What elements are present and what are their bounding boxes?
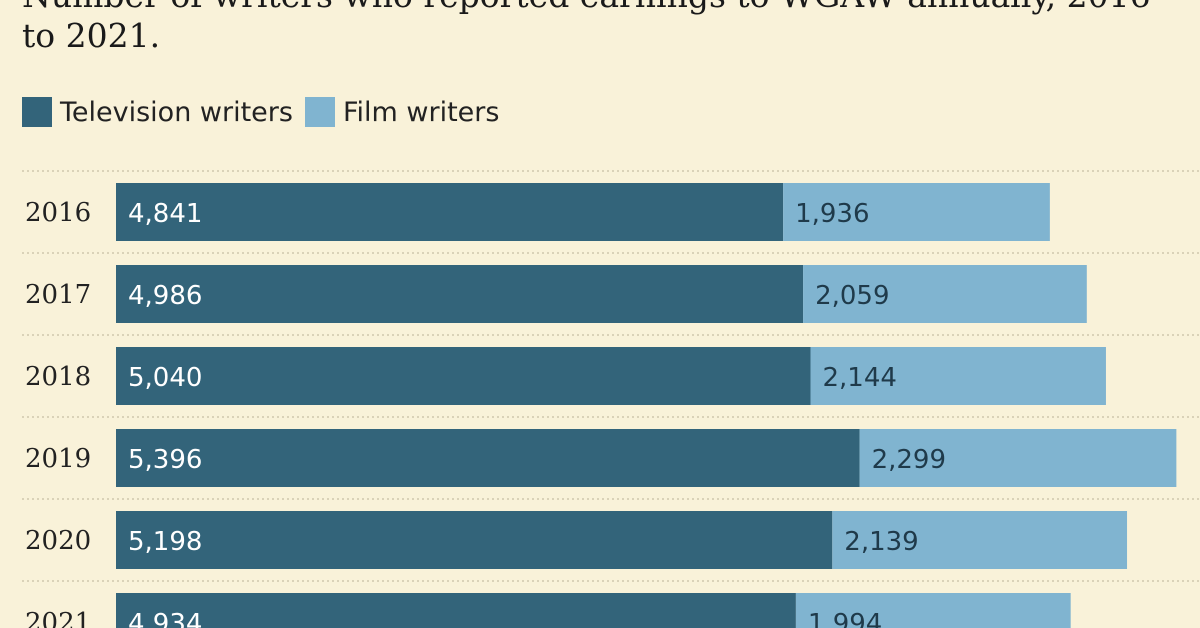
legend-swatch-film [304,97,335,127]
value-label-television-2018: 5,040 [128,363,202,393]
bar-television-2018 [116,347,811,405]
value-label-film-2018: 2,144 [823,363,897,393]
year-label-2016: 2016 [25,198,91,228]
legend-label-television: Television writers [60,96,293,128]
value-label-film-2019: 2,299 [872,445,946,475]
year-label-2017: 2017 [25,280,91,310]
bar-film-2018 [810,347,1106,405]
year-label-2021: 2021 [25,608,91,628]
legend: Television writers Film writers [22,95,511,129]
value-label-film-2021: 1,994 [808,609,882,628]
bar-film-2017 [803,265,1087,323]
value-label-film-2016: 1,936 [795,199,869,229]
bar-film-2016 [783,183,1050,241]
bar-television-2019 [116,429,860,487]
bar-film-2019 [859,429,1177,487]
bar-television-2016 [116,183,784,241]
year-label-2020: 2020 [25,526,91,556]
value-label-television-2017: 4,986 [128,281,202,311]
value-label-television-2016: 4,841 [128,199,202,229]
bar-television-2021 [116,593,796,628]
year-label-2018: 2018 [25,362,91,392]
value-label-film-2017: 2,059 [815,281,889,311]
bar-television-2017 [116,265,804,323]
year-label-2019: 2019 [25,444,91,474]
bar-film-2021 [795,593,1071,628]
value-label-television-2020: 5,198 [128,527,202,557]
bar-film-2020 [832,511,1128,569]
legend-item-film: Film writers [304,96,500,128]
legend-item-television: Television writers [22,97,293,128]
value-label-television-2019: 5,396 [128,445,202,475]
value-label-television-2021: 4,934 [128,609,202,628]
bar-television-2020 [116,511,833,569]
chart-subtitle: Number of writers who reported earnings … [22,0,1151,55]
value-label-film-2020: 2,139 [844,527,918,557]
legend-label-film: Film writers [342,96,500,128]
legend-swatch-television [22,97,52,127]
